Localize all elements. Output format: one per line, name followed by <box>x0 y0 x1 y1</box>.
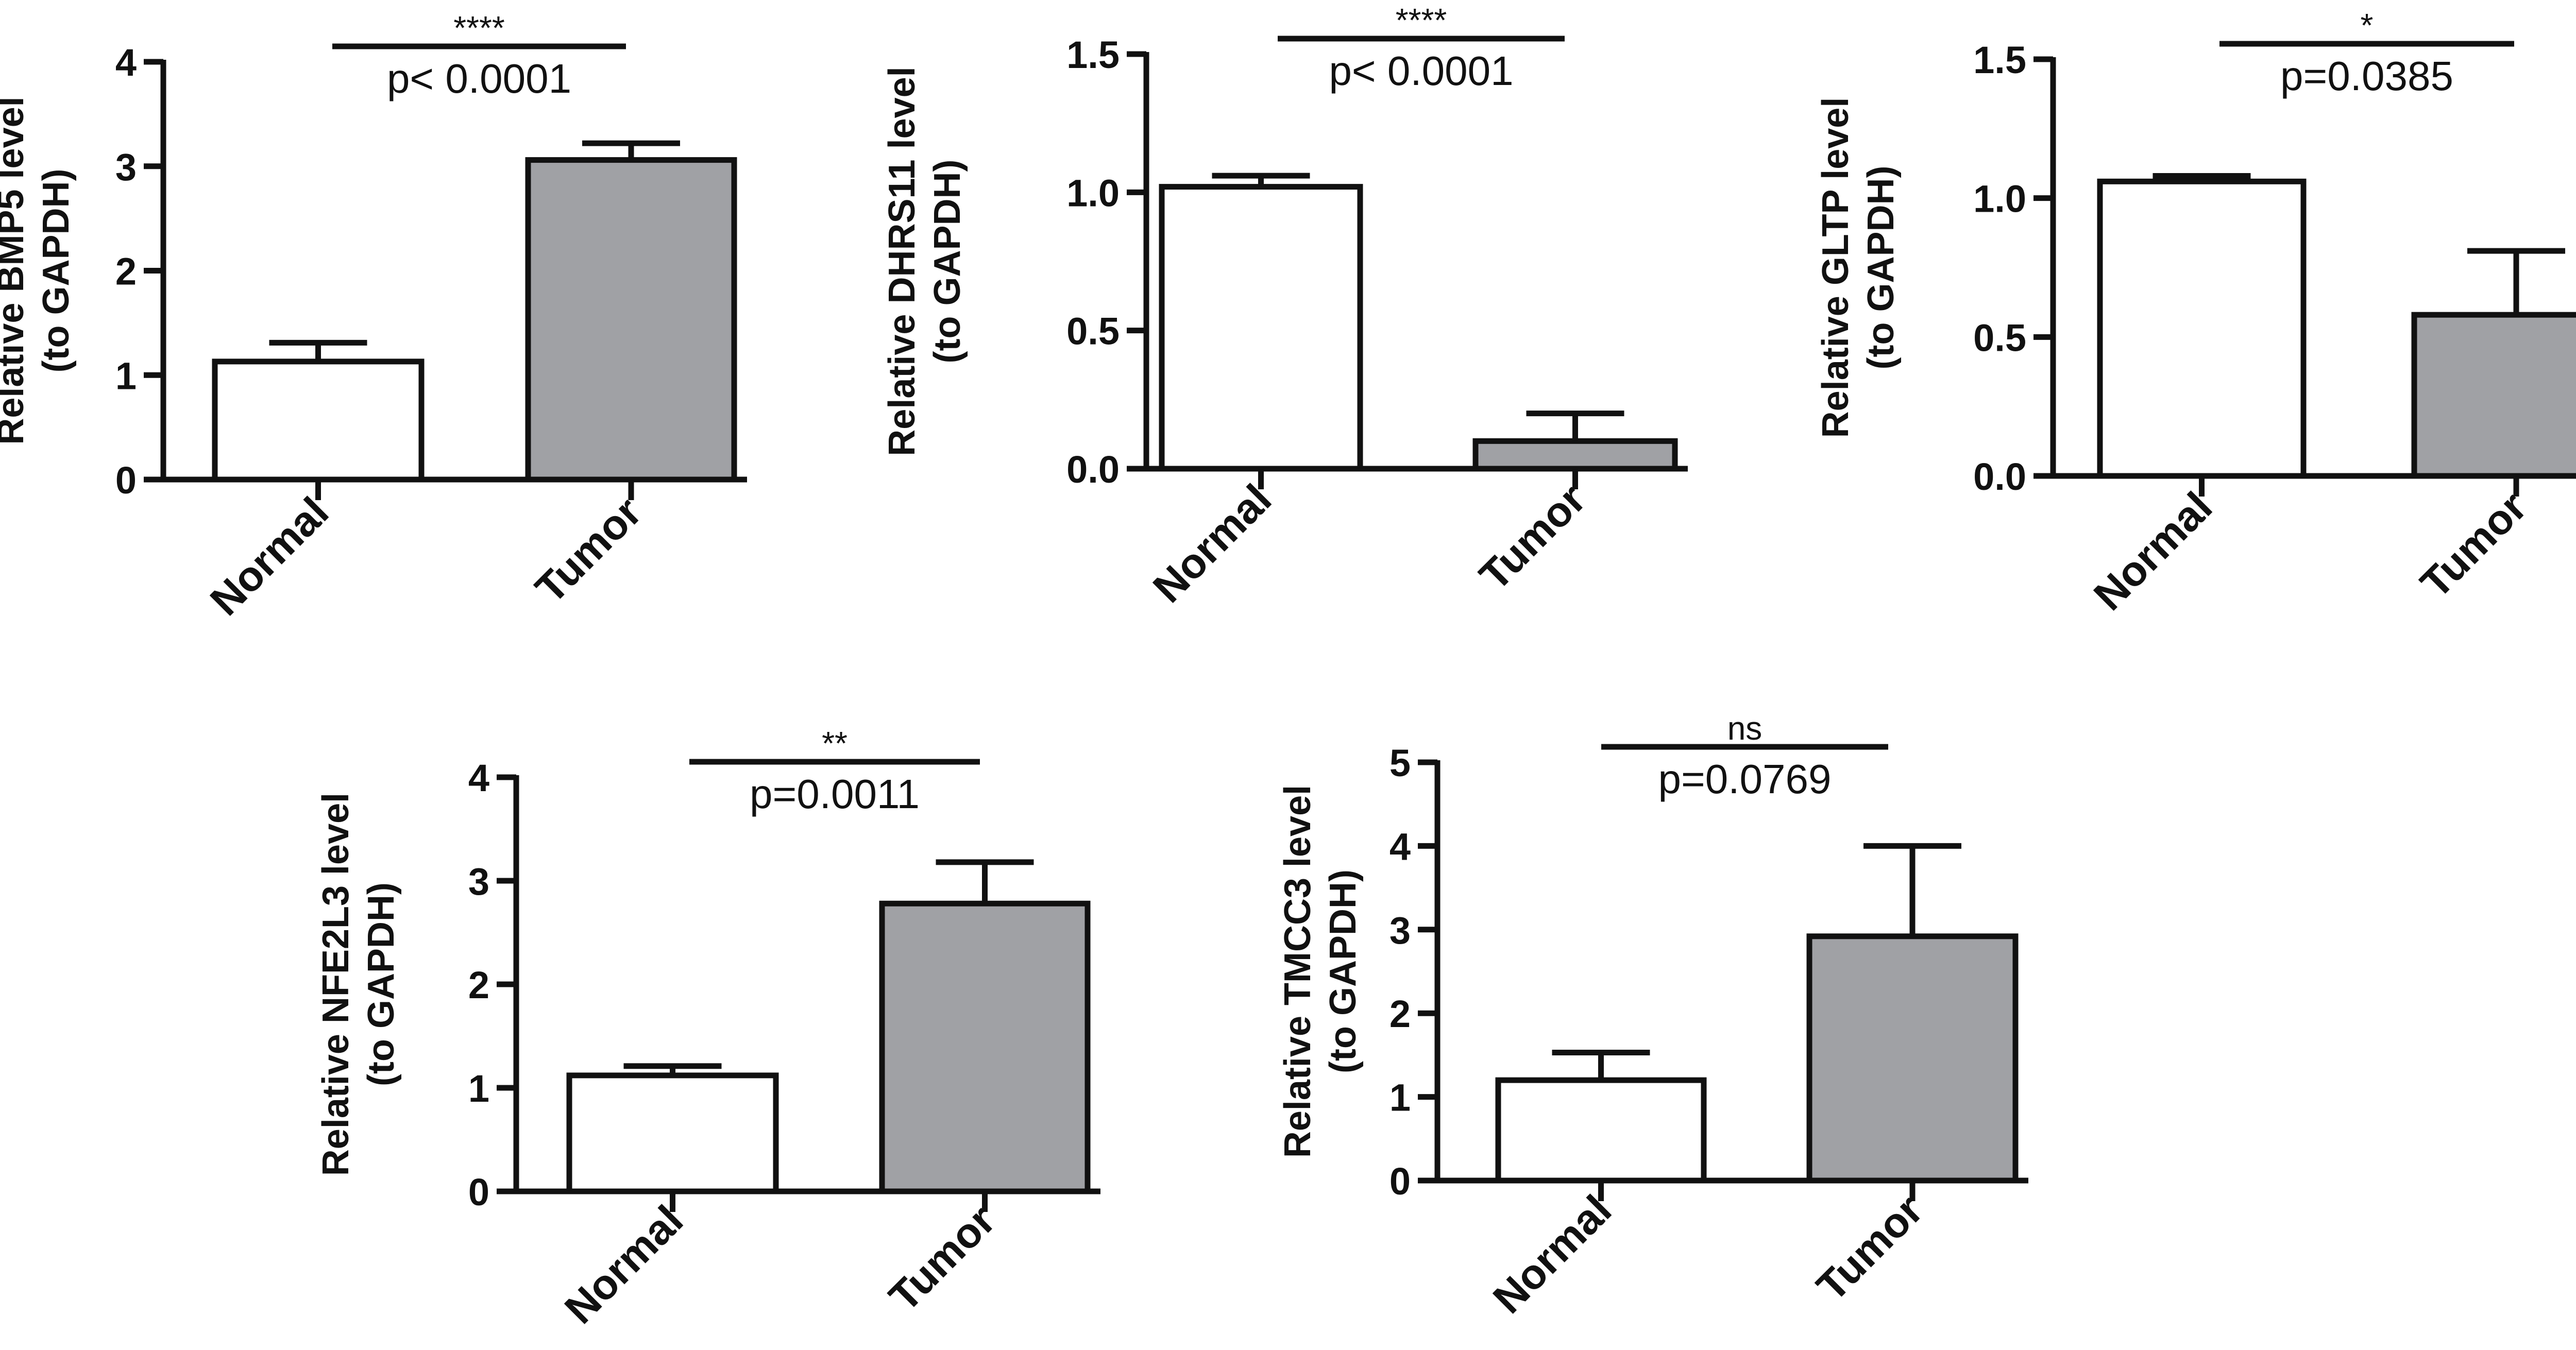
significance-marker: **** <box>1396 2 1447 39</box>
bar <box>1806 933 2019 1184</box>
x-category-label: Normal <box>556 1197 692 1332</box>
p-value-label: p< 0.0001 <box>1329 48 1513 94</box>
y-tick-label: 1.5 <box>1973 39 2026 81</box>
bar <box>212 358 425 483</box>
y-axis-label: Relative BMP5 level(to GAPDH) <box>0 96 77 445</box>
x-category-label: Normal <box>1144 475 1280 611</box>
y-axis-label-line: (to GAPDH) <box>1323 869 1364 1073</box>
y-tick-label: 2 <box>115 250 137 293</box>
significance-marker: **** <box>453 9 505 46</box>
y-tick-label: 5 <box>1389 742 1411 784</box>
y-tick-label: 1 <box>1389 1076 1411 1119</box>
y-tick-label: 0 <box>115 459 137 502</box>
y-axis-label-line: (to GAPDH) <box>36 169 77 373</box>
bar <box>1159 184 1363 472</box>
y-tick-label: 3 <box>468 860 489 903</box>
chart-panel: 0 1 2 3 4 5 Normal Tumor Relative TMCC3 level (to… <box>1277 710 2028 1322</box>
y-tick-label: 0.5 <box>1973 316 2026 359</box>
p-value-label: p=0.0769 <box>1658 756 1832 802</box>
p-value-label: p=0.0385 <box>2280 53 2453 99</box>
y-tick-label: 4 <box>1389 825 1411 868</box>
significance-marker: ns <box>1727 710 1762 747</box>
x-category-label: Normal <box>2085 483 2221 619</box>
bar <box>879 900 1091 1194</box>
chart-panel: 0.0 0.5 1.0 1.5 Normal Tumor Relative GLTP lev… <box>1815 7 2576 619</box>
x-category-label: Tumor <box>880 1197 1004 1320</box>
chart-panel: 0.0 0.5 1.0 1.5 Normal Tumor Relative DHRS11 l… <box>882 2 1688 611</box>
y-tick-label: 0.0 <box>1066 448 1120 491</box>
y-axis-label-line: Relative BMP5 level <box>0 96 31 445</box>
x-category-label: Tumor <box>527 488 650 612</box>
y-axis-label-line: Relative DHRS11 level <box>882 66 923 456</box>
y-tick-label: 1.5 <box>1066 33 1120 76</box>
x-category-label: Tumor <box>2412 483 2535 607</box>
y-tick-label: 3 <box>115 146 137 189</box>
y-tick-label: 1 <box>468 1067 489 1110</box>
bar <box>2411 312 2576 479</box>
y-tick-label: 4 <box>115 41 137 84</box>
chart-panel: 0 1 2 3 4 Normal Tumor Relative BMP5 level(to G… <box>0 9 747 624</box>
y-tick-label: 0 <box>468 1171 489 1214</box>
y-axis-label-line: Relative NFE2L3 level <box>315 793 357 1176</box>
y-tick-label: 2 <box>1389 993 1411 1035</box>
y-tick-label: 0 <box>1389 1160 1411 1203</box>
x-category-label: Normal <box>201 488 337 624</box>
significance-marker: ** <box>822 725 848 762</box>
y-tick-label: 3 <box>1389 909 1411 952</box>
y-tick-label: 2 <box>468 964 489 1006</box>
x-category-label: Tumor <box>1471 475 1595 599</box>
y-tick-label: 0.5 <box>1066 310 1120 353</box>
p-value-label: p=0.0011 <box>750 771 920 817</box>
y-tick-label: 0.0 <box>1973 455 2026 498</box>
p-value-label: p< 0.0001 <box>387 56 571 101</box>
y-axis-label-line: (to GAPDH) <box>1860 166 1902 370</box>
y-axis-label-line: (to GAPDH) <box>361 882 402 1086</box>
y-tick-label: 1.0 <box>1066 172 1120 214</box>
y-tick-label: 4 <box>468 757 489 799</box>
x-category-label: Normal <box>1484 1186 1620 1322</box>
y-axis-label: Relative NFE2L3 level (to GAPDH) <box>315 793 402 1176</box>
bar <box>1472 438 1678 472</box>
x-category-label: Tumor <box>1808 1186 1931 1310</box>
y-tick-label: 1 <box>115 354 137 397</box>
significance-marker: * <box>2361 7 2374 44</box>
bar <box>2097 178 2307 479</box>
y-axis-label-line: Relative TMCC3 level <box>1277 785 1318 1158</box>
y-axis-label-line: Relative GLTP level <box>1815 97 1856 438</box>
y-axis-label-line: (to GAPDH) <box>927 160 968 364</box>
bar <box>1495 1077 1707 1184</box>
y-axis-label: Relative GLTP level (to GAPDH) <box>1815 97 1902 438</box>
bar <box>525 157 737 483</box>
bar <box>566 1072 779 1194</box>
y-axis-label: Relative TMCC3 level (to GAPDH) <box>1277 785 1364 1158</box>
chart-panel: 0 1 2 3 4 Normal Tumor Relative NFE2L3 level (to… <box>315 725 1100 1332</box>
y-axis-label: Relative DHRS11 level (to GAPDH) <box>882 66 968 456</box>
y-tick-label: 1.0 <box>1973 178 2026 220</box>
